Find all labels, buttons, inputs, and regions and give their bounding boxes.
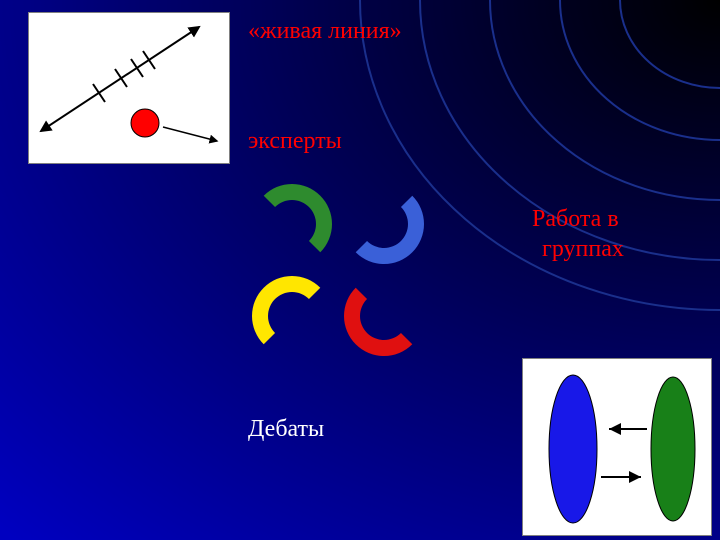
line-diagram-panel — [28, 12, 230, 164]
debate-diagram-svg — [523, 359, 711, 535]
debate-diagram-panel — [522, 358, 712, 536]
label-groups-line1: Работа в — [532, 206, 619, 233]
label-debates: Дебаты — [248, 416, 324, 443]
label-experts: эксперты — [248, 128, 342, 155]
line-diagram-svg — [29, 13, 229, 163]
label-live-line: «живая линия» — [248, 18, 402, 45]
slide: «живая линия» эксперты Работа в группах … — [0, 0, 720, 540]
label-groups-line2: группах — [542, 236, 624, 263]
